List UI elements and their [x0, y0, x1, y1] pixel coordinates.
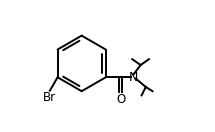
Text: Br: Br — [43, 91, 56, 104]
Text: N: N — [129, 71, 138, 84]
Text: O: O — [116, 93, 125, 106]
